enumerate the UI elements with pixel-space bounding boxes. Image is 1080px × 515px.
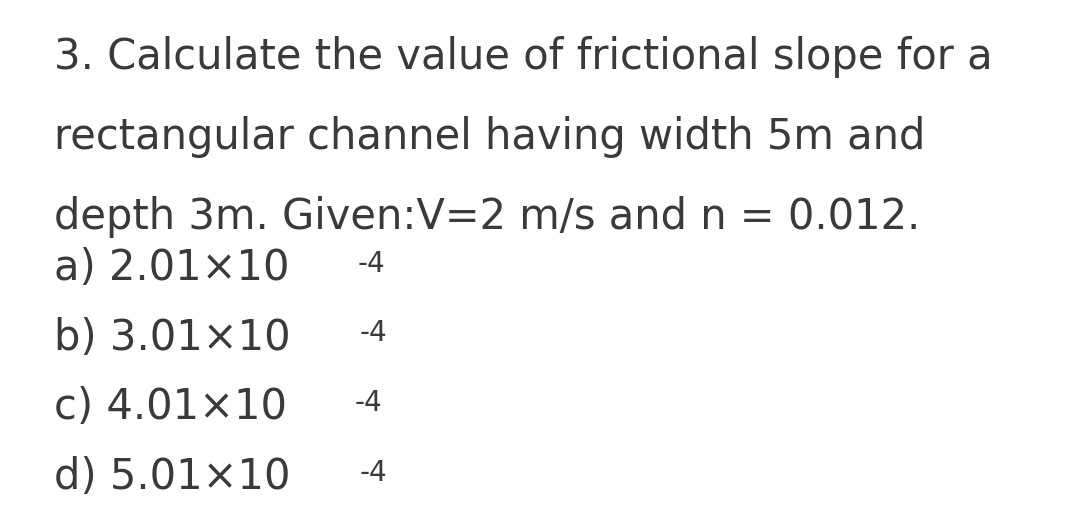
Text: -4: -4 xyxy=(360,458,387,487)
Text: -4: -4 xyxy=(360,319,387,348)
Text: -4: -4 xyxy=(354,389,382,417)
Text: b) 3.01×10: b) 3.01×10 xyxy=(54,317,291,359)
Text: -4: -4 xyxy=(357,250,386,278)
Text: d) 5.01×10: d) 5.01×10 xyxy=(54,456,291,498)
Text: depth 3m. Given:V=2 m/s and n = 0.012.: depth 3m. Given:V=2 m/s and n = 0.012. xyxy=(54,196,920,238)
Text: rectangular channel having width 5m and: rectangular channel having width 5m and xyxy=(54,116,926,158)
Text: c) 4.01×10: c) 4.01×10 xyxy=(54,386,287,428)
Text: a) 2.01×10: a) 2.01×10 xyxy=(54,247,289,289)
Text: 3. Calculate the value of frictional slope for a: 3. Calculate the value of frictional slo… xyxy=(54,36,993,78)
